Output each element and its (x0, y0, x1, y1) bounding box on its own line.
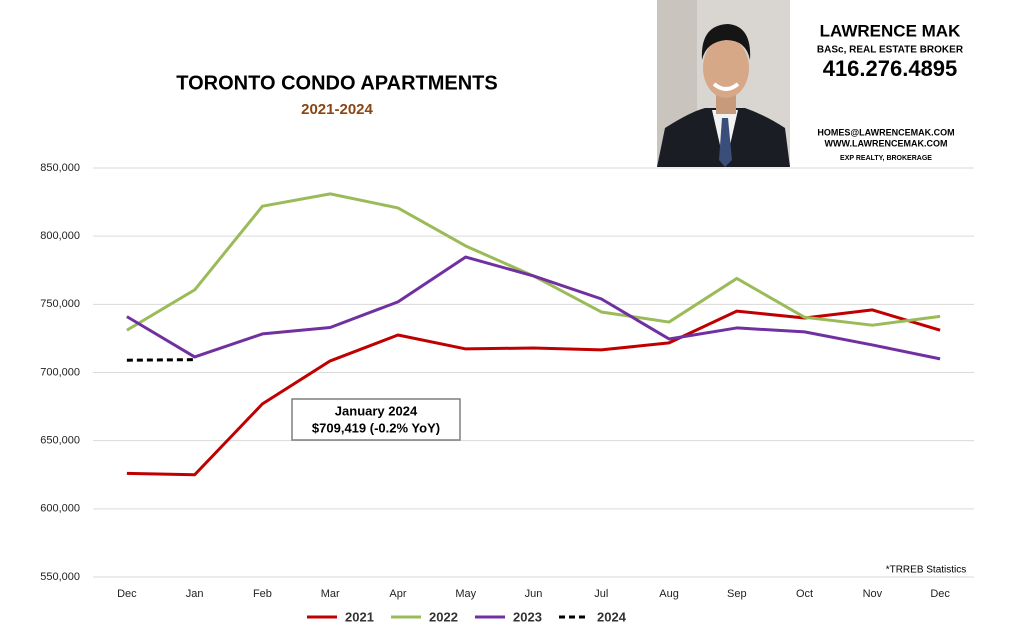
x-tick-label: Mar (321, 588, 340, 600)
x-tick-label: Jun (525, 588, 543, 600)
y-tick-label: 800,000 (40, 230, 80, 242)
y-tick-label: 750,000 (40, 298, 80, 310)
agent-website: WWW.LAWRENCEMAK.COM (825, 138, 948, 148)
x-tick-label: Dec (117, 588, 137, 600)
annotation-box (291, 398, 461, 441)
agent-photo (657, 0, 790, 167)
chart-title: TORONTO CONDO APARTMENTS (176, 72, 497, 94)
x-tick-label: Sep (727, 588, 747, 600)
y-tick-label: 600,000 (40, 503, 80, 515)
source-note: *TRREB Statistics (886, 565, 967, 576)
annotation-text: $709,419 (-0.2% YoY) (312, 420, 440, 435)
y-tick-label: 550,000 (40, 571, 80, 583)
x-tick-label: Jan (186, 588, 204, 600)
legend-label: 2024 (597, 609, 627, 624)
y-tick-label: 850,000 (40, 162, 80, 174)
x-tick-label: Jul (594, 588, 608, 600)
x-tick-label: May (455, 588, 476, 600)
y-tick-label: 650,000 (40, 435, 80, 447)
x-tick-label: Dec (930, 588, 950, 600)
legend-label: 2023 (513, 609, 542, 624)
agent-phone: 416.276.4895 (823, 56, 958, 81)
series-line (126, 358, 195, 362)
chart-subtitle: 2021-2024 (301, 101, 373, 118)
x-tick-label: Apr (389, 588, 406, 600)
x-tick-label: Feb (253, 588, 272, 600)
agent-email: HOMES@LAWRENCEMAK.COM (817, 127, 954, 137)
series-line (126, 255, 941, 361)
agent-brokerage: EXP REALTY, BROKERAGE (840, 155, 932, 162)
y-tick-label: 700,000 (40, 366, 80, 378)
agent-credentials: BASc, REAL ESTATE BROKER (817, 45, 964, 56)
agent-name: LAWRENCE MAK (820, 21, 961, 40)
annotation-title: January 2024 (335, 403, 418, 418)
legend-label: 2022 (429, 609, 458, 624)
legend-label: 2021 (345, 609, 374, 624)
x-tick-label: Oct (796, 588, 813, 600)
x-tick-label: Aug (659, 588, 679, 600)
x-tick-label: Nov (863, 588, 883, 600)
